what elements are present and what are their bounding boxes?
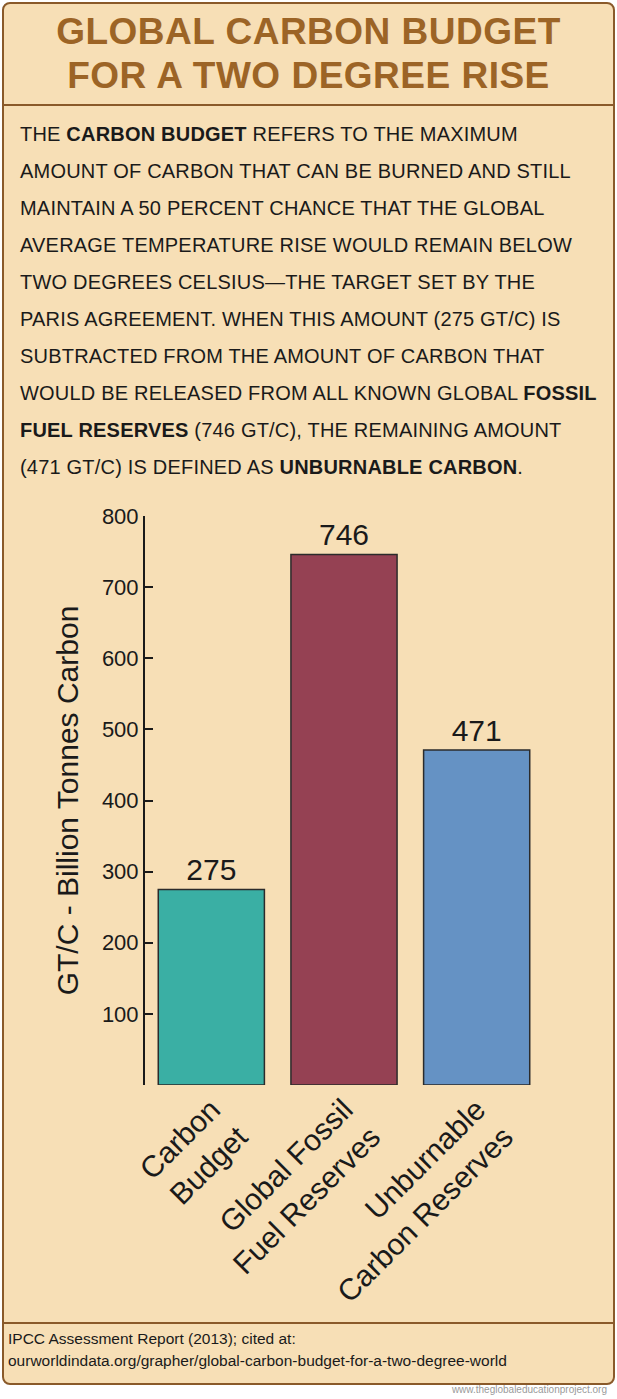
html-text:GLOBAL CARBON BUDGET: GLOBAL CARBON BUDGET <box>56 11 561 52</box>
svg-text:800: 800 <box>102 504 139 529</box>
html-text:IPCC Assessment Report (2013);: IPCC Assessment Report (2013); cited at: <box>8 1330 296 1347</box>
svg-text:UnburnableCarbon Reserves: UnburnableCarbon Reserves <box>303 1093 519 1309</box>
svg-text:600: 600 <box>102 646 139 671</box>
svg-text:500: 500 <box>102 717 139 742</box>
html-text:www.theglobaleducationproject.: www.theglobaleducationproject.org <box>451 1384 607 1395</box>
svg-text:275: 275 <box>186 853 236 886</box>
svg-text:746: 746 <box>319 518 369 551</box>
svg-text:700: 700 <box>102 575 139 600</box>
svg-text:400: 400 <box>102 788 139 813</box>
svg-text:100: 100 <box>102 1002 139 1027</box>
svg-text:200: 200 <box>102 930 139 955</box>
svg-text:GT/C - Billion Tonnes Carbon: GT/C - Billion Tonnes Carbon <box>51 606 84 996</box>
svg-text:Global FossilFuel Reserves: Global FossilFuel Reserves <box>199 1093 387 1281</box>
svg-text:300: 300 <box>102 859 139 884</box>
html-text:ourworldindata.org/grapher/glo: ourworldindata.org/grapher/global-carbon… <box>8 1352 507 1369</box>
svg-text:471: 471 <box>452 714 502 747</box>
html-text:FOR A TWO DEGREE RISE: FOR A TWO DEGREE RISE <box>67 55 550 96</box>
html-text:THE CARBON BUDGET REFERS TO TH: THE CARBON BUDGET REFERS TO THE MAXIMUM … <box>20 123 597 478</box>
svg-text:CarbonBudget: CarbonBudget <box>133 1092 254 1213</box>
